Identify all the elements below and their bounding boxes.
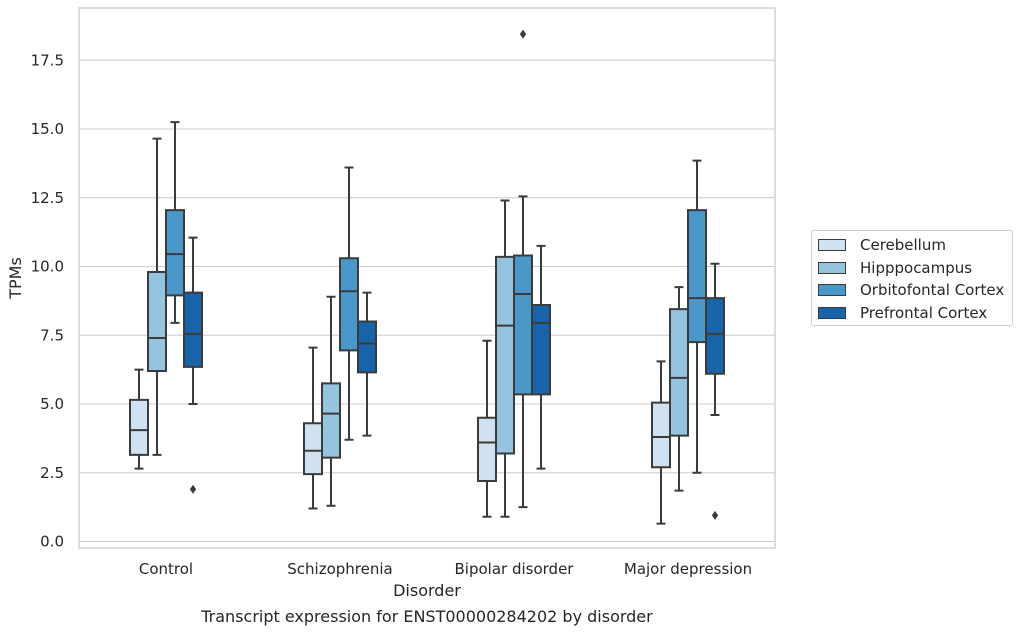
- y-tick-label: 10.0: [31, 258, 64, 276]
- iqr-box: [129, 398, 149, 456]
- legend-swatch: [818, 306, 846, 319]
- box-prefrontal-cortex: [531, 244, 551, 470]
- legend-label: Cerebellum: [860, 236, 946, 255]
- x-tick-label: Schizophrenia: [287, 560, 392, 578]
- box-orbitofontal-cortex: [339, 166, 359, 441]
- iqr-box: [669, 308, 689, 437]
- y-tick-label: 0.0: [40, 533, 64, 551]
- iqr-box: [183, 291, 203, 368]
- chart-legend: Cerebellum Hipppocampus Orbitofontal Corte…: [811, 230, 1013, 326]
- plot-frame: [78, 7, 776, 549]
- legend-swatch: [818, 284, 846, 297]
- iqr-box: [339, 257, 359, 352]
- chart-caption: Transcript expression for ENST0000028420…: [200, 607, 653, 626]
- iqr-box: [147, 271, 167, 372]
- outlier-point: [189, 484, 197, 494]
- iqr-box: [531, 304, 551, 396]
- iqr-box: [651, 401, 671, 469]
- plot-boxes: [129, 29, 725, 525]
- legend-label: Prefrontal Cortex: [860, 303, 988, 322]
- x-tick-label: Control: [139, 560, 193, 578]
- iqr-box: [513, 254, 533, 396]
- box-cerebellum: [129, 368, 149, 470]
- box-hipppocampus: [321, 295, 341, 507]
- iqr-box: [705, 297, 725, 375]
- box-hipppocampus: [147, 137, 167, 456]
- iqr-box: [303, 422, 323, 476]
- y-tick-label: 7.5: [40, 326, 64, 344]
- iqr-box: [321, 382, 341, 459]
- x-tick-label: Bipolar disorder: [455, 560, 575, 578]
- legend-item: Prefrontal Cortex: [818, 302, 1012, 325]
- box-prefrontal-cortex: [705, 262, 725, 520]
- box-hipppocampus: [495, 199, 515, 518]
- iqr-box: [357, 320, 377, 374]
- box-orbitofontal-cortex: [165, 121, 185, 324]
- box-prefrontal-cortex: [357, 291, 377, 437]
- legend-label: Orbitofontal Cortex: [860, 281, 1005, 300]
- legend-item: Cerebellum: [818, 234, 1012, 257]
- y-axis-label: TPMs: [6, 257, 25, 300]
- box-cerebellum: [303, 346, 323, 510]
- box-orbitofontal-cortex: [687, 159, 707, 474]
- y-tick-label: 5.0: [40, 395, 64, 413]
- y-tick-label: 17.5: [31, 51, 64, 69]
- outlier-point: [711, 510, 719, 520]
- iqr-box: [477, 416, 497, 482]
- y-tick-label: 12.5: [31, 189, 64, 207]
- box-hipppocampus: [669, 286, 689, 492]
- y-tick-label: 2.5: [40, 464, 64, 482]
- box-cerebellum: [651, 360, 671, 525]
- legend-swatch: [818, 261, 846, 274]
- legend-swatch: [818, 239, 846, 252]
- box-prefrontal-cortex: [183, 236, 203, 494]
- legend-label: Hipppocampus: [860, 258, 973, 277]
- iqr-box: [165, 209, 185, 297]
- legend-item: Orbitofontal Cortex: [818, 279, 1012, 302]
- iqr-box: [495, 255, 515, 455]
- outlier-point: [519, 29, 527, 39]
- y-tick-label: 15.0: [31, 120, 64, 138]
- x-tick-label: Major depression: [624, 560, 752, 578]
- box-orbitofontal-cortex: [513, 29, 533, 509]
- legend-item: Hipppocampus: [818, 257, 1012, 280]
- x-tick-labels: Control Schizophrenia Bipolar disorder Majo…: [139, 560, 752, 578]
- iqr-box: [687, 209, 707, 344]
- y-tick-labels: 0.0 2.5 5.0 7.5 10.0 12.5 15.0 17.5: [31, 51, 64, 550]
- box-cerebellum: [477, 339, 497, 518]
- x-axis-label: Disorder: [393, 581, 461, 600]
